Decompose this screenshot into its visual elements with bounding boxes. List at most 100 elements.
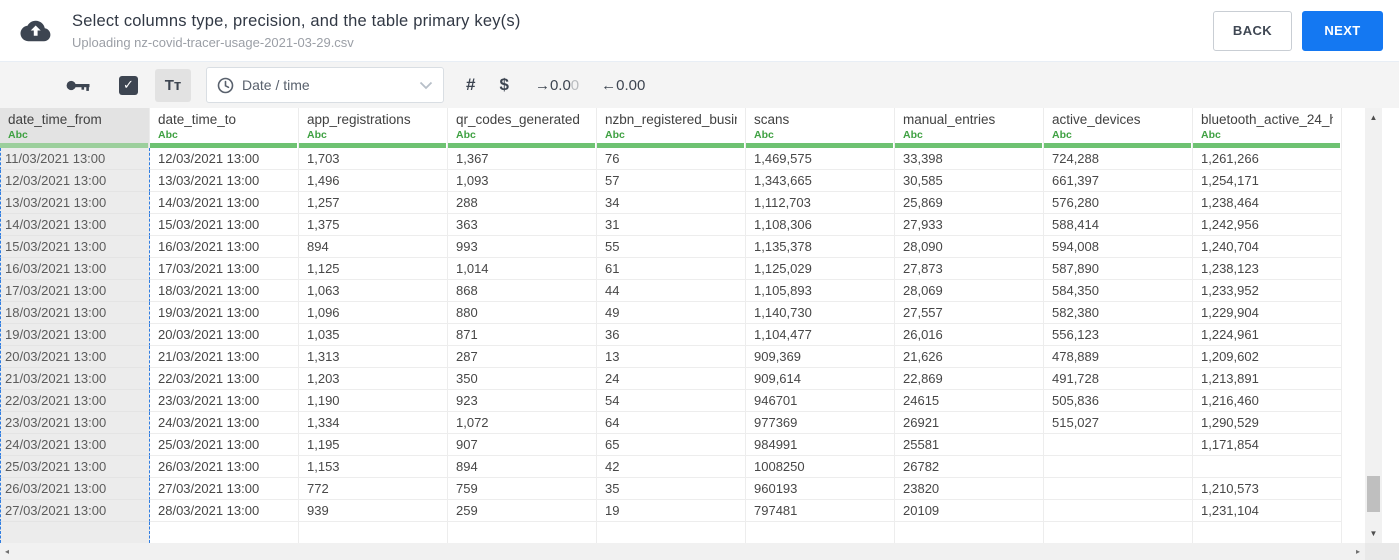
cell[interactable]: 1,343,665 <box>746 170 895 192</box>
cell[interactable]: 24/03/2021 13:00 <box>150 412 299 434</box>
cell[interactable]: 20/03/2021 13:00 <box>150 324 299 346</box>
empty-cell[interactable] <box>597 522 746 543</box>
cell[interactable]: 21/03/2021 13:00 <box>0 368 150 390</box>
cell[interactable]: 1,216,460 <box>1193 390 1342 412</box>
cell[interactable]: 491,728 <box>1044 368 1193 390</box>
cell[interactable]: 30,585 <box>895 170 1044 192</box>
cell[interactable]: 1,313 <box>299 346 448 368</box>
cell[interactable]: 505,836 <box>1044 390 1193 412</box>
datetime-type-dropdown[interactable]: Date / time <box>206 67 444 103</box>
cell[interactable]: 14/03/2021 13:00 <box>150 192 299 214</box>
cell[interactable]: 1,203 <box>299 368 448 390</box>
cell[interactable]: 576,280 <box>1044 192 1193 214</box>
cell[interactable]: 1,108,306 <box>746 214 895 236</box>
scroll-right-icon[interactable]: ▸ <box>1355 547 1360 556</box>
cell[interactable]: 27/03/2021 13:00 <box>150 478 299 500</box>
cell[interactable]: 16/03/2021 13:00 <box>0 258 150 280</box>
cell[interactable]: 1,171,854 <box>1193 434 1342 456</box>
cell[interactable]: 1,703 <box>299 148 448 170</box>
cell[interactable] <box>1044 478 1193 500</box>
cell[interactable]: 946701 <box>746 390 895 412</box>
cell[interactable]: 28,069 <box>895 280 1044 302</box>
cell[interactable]: 1,105,893 <box>746 280 895 302</box>
cell[interactable]: 909,369 <box>746 346 895 368</box>
text-type-button[interactable]: Tᴛ <box>155 68 191 102</box>
cell[interactable]: 18/03/2021 13:00 <box>0 302 150 324</box>
cell[interactable]: 1,254,171 <box>1193 170 1342 192</box>
cell[interactable]: 287 <box>448 346 597 368</box>
cell[interactable]: 584,350 <box>1044 280 1193 302</box>
increase-precision-button[interactable]: →0.00 <box>535 77 579 94</box>
column-header-manual_entries[interactable]: manual_entries Abc <box>895 108 1044 148</box>
empty-cell[interactable] <box>746 522 895 543</box>
column-enabled-checkbox[interactable]: ✓ <box>119 75 138 95</box>
cell[interactable]: 25,869 <box>895 192 1044 214</box>
cell[interactable]: 12/03/2021 13:00 <box>150 148 299 170</box>
column-header-active_devices[interactable]: active_devices Abc <box>1044 108 1193 148</box>
scroll-left-icon[interactable]: ◂ <box>5 547 10 556</box>
cell[interactable]: 1,014 <box>448 258 597 280</box>
cell[interactable]: 588,414 <box>1044 214 1193 236</box>
cell[interactable]: 21,626 <box>895 346 1044 368</box>
horizontal-scrollbar[interactable]: ◂ ▸ <box>0 543 1365 560</box>
cell[interactable]: 22,869 <box>895 368 1044 390</box>
column-header-date_time_from[interactable]: date_time_from Abc <box>0 108 150 148</box>
cell[interactable]: 1,125 <box>299 258 448 280</box>
decrease-precision-button[interactable]: ←0.00 <box>601 77 645 94</box>
cell[interactable]: 14/03/2021 13:00 <box>0 214 150 236</box>
cell[interactable]: 1,104,477 <box>746 324 895 346</box>
cell[interactable]: 939 <box>299 500 448 522</box>
cell[interactable]: 1,093 <box>448 170 597 192</box>
cell[interactable]: 894 <box>448 456 597 478</box>
cell[interactable]: 1,140,730 <box>746 302 895 324</box>
cell[interactable]: 772 <box>299 478 448 500</box>
vertical-scroll-thumb[interactable] <box>1367 476 1380 512</box>
cell[interactable]: 36 <box>597 324 746 346</box>
cell[interactable]: 65 <box>597 434 746 456</box>
cell[interactable]: 1,238,123 <box>1193 258 1342 280</box>
empty-cell[interactable] <box>299 522 448 543</box>
cell[interactable]: 1,063 <box>299 280 448 302</box>
empty-cell[interactable] <box>895 522 1044 543</box>
cell[interactable]: 49 <box>597 302 746 324</box>
cell[interactable]: 724,288 <box>1044 148 1193 170</box>
cell[interactable]: 1,209,602 <box>1193 346 1342 368</box>
cell[interactable]: 64 <box>597 412 746 434</box>
cell[interactable]: 61 <box>597 258 746 280</box>
empty-cell[interactable] <box>0 522 150 543</box>
cell[interactable]: 288 <box>448 192 597 214</box>
cell[interactable]: 27/03/2021 13:00 <box>0 500 150 522</box>
cell[interactable]: 1,190 <box>299 390 448 412</box>
cell[interactable]: 76 <box>597 148 746 170</box>
cell[interactable]: 23820 <box>895 478 1044 500</box>
cell[interactable]: 18/03/2021 13:00 <box>150 280 299 302</box>
cell[interactable]: 11/03/2021 13:00 <box>0 148 150 170</box>
cell[interactable] <box>1193 456 1342 478</box>
cell[interactable]: 350 <box>448 368 597 390</box>
cell[interactable]: 23/03/2021 13:00 <box>0 412 150 434</box>
cell[interactable]: 984991 <box>746 434 895 456</box>
cell[interactable]: 1,135,378 <box>746 236 895 258</box>
cell[interactable]: 1,125,029 <box>746 258 895 280</box>
scroll-up-icon[interactable]: ▲ <box>1369 113 1378 122</box>
column-header-app_registrations[interactable]: app_registrations Abc <box>299 108 448 148</box>
cell[interactable]: 55 <box>597 236 746 258</box>
cell[interactable]: 1,233,952 <box>1193 280 1342 302</box>
cell[interactable]: 1,261,266 <box>1193 148 1342 170</box>
cell[interactable]: 19/03/2021 13:00 <box>0 324 150 346</box>
cell[interactable]: 28/03/2021 13:00 <box>150 500 299 522</box>
cell[interactable]: 1,096 <box>299 302 448 324</box>
cell[interactable]: 582,380 <box>1044 302 1193 324</box>
cell[interactable]: 515,027 <box>1044 412 1193 434</box>
cell[interactable]: 33,398 <box>895 148 1044 170</box>
back-button[interactable]: BACK <box>1213 10 1292 51</box>
cell[interactable]: 556,123 <box>1044 324 1193 346</box>
cell[interactable]: 26782 <box>895 456 1044 478</box>
cell[interactable]: 17/03/2021 13:00 <box>150 258 299 280</box>
cell[interactable]: 661,397 <box>1044 170 1193 192</box>
cell[interactable]: 26,016 <box>895 324 1044 346</box>
cell[interactable]: 22/03/2021 13:00 <box>150 368 299 390</box>
column-header-qr_codes_generated[interactable]: qr_codes_generated Abc <box>448 108 597 148</box>
cell[interactable]: 907 <box>448 434 597 456</box>
cell[interactable]: 1,238,464 <box>1193 192 1342 214</box>
